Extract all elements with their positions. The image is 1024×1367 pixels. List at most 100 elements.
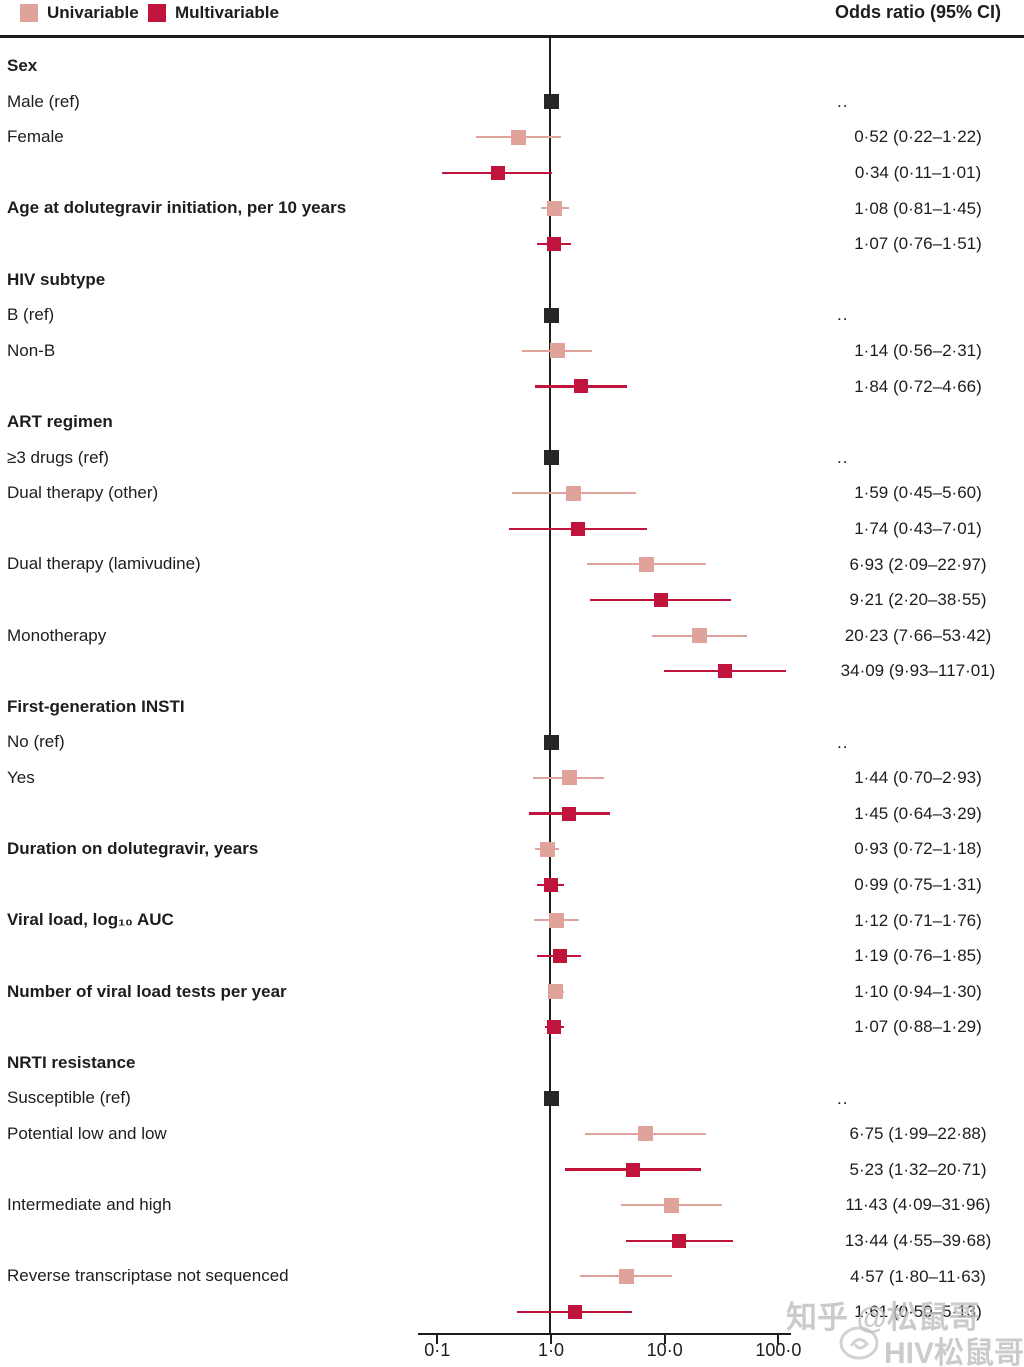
row-section-label: Sex — [7, 55, 38, 75]
marker-uni — [550, 343, 565, 359]
forest-row: 0·34 (0·11–1·01) — [0, 155, 1024, 191]
marker-multi — [672, 1233, 687, 1248]
marker-uni — [692, 628, 707, 644]
forest-row: Yes 1·44 (0·70–2·93) — [0, 760, 1024, 796]
row-label: Dual therapy (other) — [7, 483, 159, 503]
forest-row: Susceptible (ref).. — [0, 1081, 1024, 1117]
marker-multi — [562, 806, 577, 821]
row-section-label: Duration on dolutegravir, years — [7, 839, 259, 859]
marker-multi — [547, 236, 562, 251]
marker-multi — [567, 1304, 582, 1319]
row-label: Male (ref) — [7, 91, 80, 111]
row-label: Reverse transcriptase not sequenced — [7, 1266, 289, 1286]
marker-uni — [561, 770, 577, 786]
forest-row: 9·21 (2·20–38·55) — [0, 582, 1024, 618]
or-value: 1·84 (0·72–4·66) — [854, 376, 982, 396]
forest-row: 0·99 (0·75–1·31) — [0, 867, 1024, 903]
row-label: Potential low and low — [7, 1123, 167, 1143]
legend-item-univariable: Univariable — [20, 3, 139, 23]
forest-row: 1·84 (0·72–4·66) — [0, 369, 1024, 405]
forest-row: ART regimen — [0, 404, 1024, 440]
forest-row: Monotherapy 20·23 (7·66–53·42) — [0, 618, 1024, 654]
or-value: 6·93 (2·09–22·97) — [849, 554, 987, 574]
marker-ref — [543, 94, 559, 110]
or-value-reference: .. — [837, 1088, 849, 1108]
row-label: B (ref) — [7, 305, 55, 325]
forest-row: Dual therapy (lamivudine) 6·93 (2·09–22·9… — [0, 547, 1024, 583]
forest-row: Duration on dolutegravir, years 0·93 (0·7… — [0, 831, 1024, 867]
marker-uni — [539, 841, 555, 857]
forest-row: 34·09 (9·93–117·01) — [0, 653, 1024, 689]
marker-uni — [637, 1126, 653, 1142]
marker-multi — [552, 948, 567, 963]
forest-row: 13·44 (4·55–39·68) — [0, 1223, 1024, 1259]
row-section-label: Age at dolutegravir initiation, per 10 y… — [7, 198, 347, 218]
or-value: 1·59 (0·45–5·60) — [854, 483, 982, 503]
marker-multi — [625, 1162, 640, 1177]
or-value: 1·74 (0·43–7·01) — [854, 519, 982, 538]
x-axis-tick-label: 10·0 — [646, 1340, 683, 1360]
or-value: 1·07 (0·76–1·51) — [854, 234, 982, 254]
forest-row: Female 0·52 (0·22–1·22) — [0, 119, 1024, 155]
row-label: Monotherapy — [7, 625, 107, 645]
legend-item-multivariable: Multivariable — [148, 3, 279, 23]
forest-row: No (ref).. — [0, 725, 1024, 761]
marker-ref — [543, 307, 559, 323]
marker-ref — [543, 734, 559, 750]
marker-uni — [549, 912, 565, 928]
marker-multi — [571, 521, 586, 536]
row-section-label: Number of viral load tests per year — [7, 981, 287, 1001]
x-axis-tick — [777, 1333, 780, 1344]
reference-line-or-1 — [549, 38, 551, 1333]
forest-row: Number of viral load tests per year 1·10 … — [0, 974, 1024, 1010]
forest-row: 5·23 (1·32–20·71) — [0, 1152, 1024, 1188]
or-value: 5·23 (1·32–20·71) — [849, 1159, 987, 1179]
row-label: Yes — [7, 767, 35, 787]
x-axis-line — [418, 1333, 791, 1335]
forest-row: First-generation INSTI — [0, 689, 1024, 725]
marker-uni — [566, 485, 582, 501]
multivariable-swatch — [148, 4, 166, 22]
or-value: 9·21 (2·20–38·55) — [849, 590, 987, 610]
row-label: Susceptible (ref) — [7, 1088, 131, 1108]
x-axis-tick-label: 0·1 — [424, 1340, 451, 1360]
legend-label-multivariable: Multivariable — [175, 3, 279, 22]
or-value: 1·61 (0·50–5·13) — [854, 1302, 982, 1322]
or-value: 20·23 (7·66–53·42) — [844, 625, 992, 645]
or-value: 1·44 (0·70–2·93) — [854, 768, 982, 788]
marker-uni — [547, 200, 563, 216]
row-section-label: First-generation INSTI — [7, 696, 185, 716]
or-value-reference: .. — [837, 447, 849, 467]
or-value: 1·12 (0·71–1·76) — [854, 910, 982, 930]
forest-row: Dual therapy (other) 1·59 (0·45–5·60) — [0, 475, 1024, 511]
x-axis-tick — [550, 1333, 552, 1344]
row-section-label: HIV subtype — [7, 269, 106, 289]
forest-row: ≥3 drugs (ref).. — [0, 440, 1024, 476]
marker-ref — [543, 450, 559, 466]
row-label: Non-B — [7, 340, 56, 360]
marker-multi — [574, 379, 589, 394]
univariable-swatch — [20, 4, 38, 22]
or-value: 0·34 (0·11–1·01) — [854, 163, 982, 182]
or-value: 0·52 (0·22–1·22) — [854, 127, 982, 147]
legend-label-univariable: Univariable — [47, 3, 139, 22]
forest-row: 1·74 (0·43–7·01) — [0, 511, 1024, 547]
row-section-label: ART regimen — [7, 411, 113, 431]
forest-row: Viral load, log₁₀ AUC 1·12 (0·71–1·76) — [0, 903, 1024, 939]
marker-uni — [511, 129, 527, 145]
x-axis-tick-label: 1·0 — [537, 1340, 564, 1360]
marker-multi — [490, 165, 505, 180]
or-value-reference: .. — [837, 305, 849, 325]
forest-row: Non-B 1·14 (0·56–2·31) — [0, 333, 1024, 369]
x-axis-tick — [436, 1333, 439, 1344]
marker-uni — [548, 984, 564, 1000]
forest-row: Intermediate and high 11·43 (4·09–31·96) — [0, 1187, 1024, 1223]
or-value: 6·75 (1·99–22·88) — [849, 1124, 987, 1144]
marker-ref — [543, 1090, 559, 1106]
row-label: No (ref) — [7, 732, 65, 752]
or-value: 4·57 (1·80–11·63) — [850, 1266, 986, 1286]
or-value: 13·44 (4·55–39·68) — [844, 1231, 992, 1250]
row-section-label: Viral load, log₁₀ AUC — [7, 910, 174, 930]
row-label: ≥3 drugs (ref) — [7, 447, 109, 467]
or-value-reference: .. — [837, 91, 849, 111]
